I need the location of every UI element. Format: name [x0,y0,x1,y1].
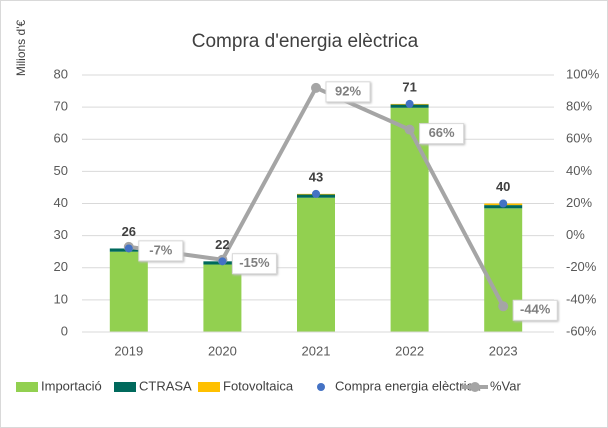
legend-label: Compra energia elèctrica [335,378,481,393]
chart-title: Compra d'energia elèctrica [192,31,419,52]
legend-label: CTRASA [139,378,192,393]
y2-tick-label: -40% [566,291,597,306]
legend-swatch [470,382,480,392]
y-tick-label: 40 [54,195,68,210]
data-label: 66% [429,125,455,140]
y2-tick-label: -60% [566,323,597,338]
y-tick-label: 70 [54,99,68,114]
data-label-box [231,253,277,275]
data-label: 43 [309,169,323,184]
bar-segment [390,107,429,332]
x-tick-label: 2019 [114,343,143,358]
legend-swatch [16,382,38,392]
y2-tick-label: 100% [566,66,600,81]
data-label: -7% [149,242,173,257]
line-marker [498,301,509,312]
y-tick-label: 0 [61,323,68,338]
data-label-box [419,123,465,145]
x-tick-label: 2023 [489,343,518,358]
data-label: 71 [402,79,416,94]
x-tick-label: 2021 [302,343,331,358]
data-label: 40 [496,179,510,194]
bar-segment [203,264,242,332]
y2-tick-label: 60% [566,131,592,146]
y2-tick-label: -20% [566,259,597,274]
data-label-box [512,299,558,321]
legend-swatch [198,382,220,392]
point [405,99,414,108]
y2-tick-label: 0% [566,227,585,242]
data-label: -15% [239,255,270,270]
point [499,199,508,208]
point [124,244,133,253]
y2-tick-label: 40% [566,163,592,178]
y-tick-label: 30 [54,227,68,242]
y-tick-label: 50 [54,163,68,178]
legend-swatch [317,383,325,391]
y-tick-label: 80 [54,66,68,81]
bar-segment [297,197,335,332]
data-label: 22 [215,237,229,252]
data-label: -44% [520,302,551,317]
data-label: 92% [335,83,361,98]
point [312,189,320,198]
y-tick-label: 10 [54,291,68,306]
data-label: 26 [122,224,136,239]
x-tick-label: 2020 [208,343,237,358]
data-label-box [325,81,371,103]
point [218,257,227,266]
legend-swatch [114,382,136,392]
line-marker [311,82,321,93]
y2-tick-label: 80% [566,99,592,114]
y-tick-label: 20 [54,259,68,274]
data-label-box [138,240,184,262]
legend-label: Importació [41,378,102,393]
y-axis-label: Milions d'€ [14,20,28,77]
legend-label: Fotovoltaica [223,378,294,393]
y-tick-label: 60 [54,131,68,146]
bar-segment [109,251,148,332]
line-marker [404,124,415,135]
x-tick-label: 2022 [395,343,424,358]
legend-label: %Var [490,378,521,393]
y2-tick-label: 20% [566,195,592,210]
